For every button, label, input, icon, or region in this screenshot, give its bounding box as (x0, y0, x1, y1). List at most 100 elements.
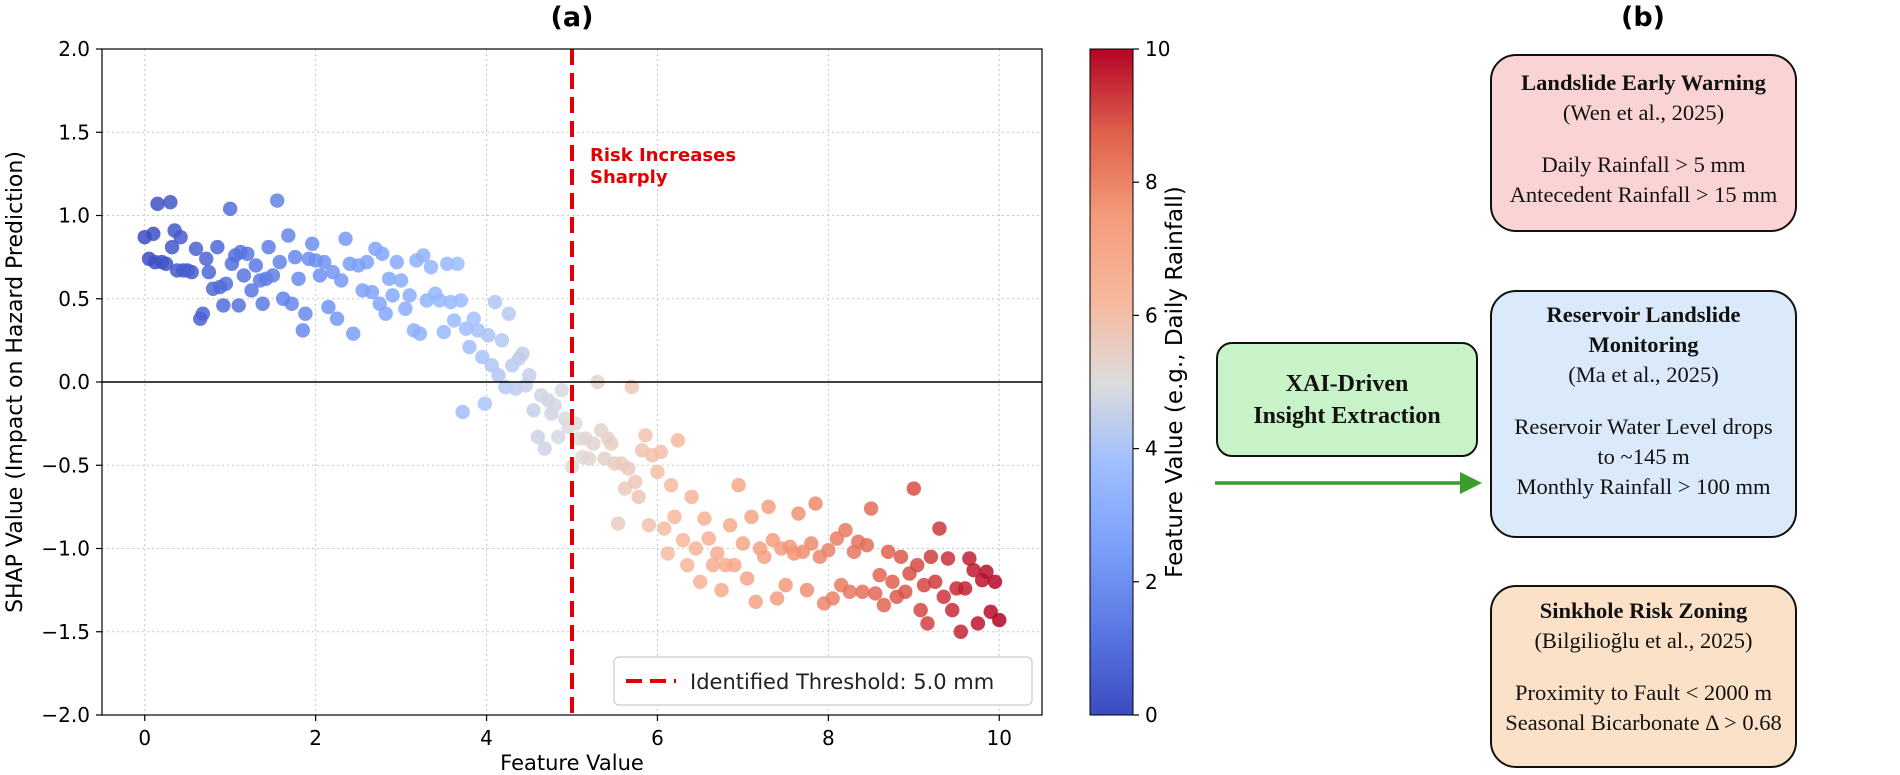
scatter-point (739, 571, 755, 586)
scatter-point (761, 499, 776, 515)
scatter-point (936, 589, 951, 604)
scatter-point (231, 298, 246, 313)
scatter-point (778, 577, 793, 593)
scatter-point (334, 273, 349, 288)
y-tick-label: 0.0 (58, 370, 90, 394)
scatter-point (216, 298, 231, 313)
scatter-point (945, 602, 960, 618)
scatter-point (412, 326, 428, 341)
scatter-point (432, 293, 447, 308)
y-tick-label: −0.5 (41, 453, 90, 477)
scatter-point (338, 231, 353, 247)
scatter-point (526, 403, 541, 418)
scatter-point (838, 522, 853, 538)
scatter-point (684, 489, 699, 505)
scatter-point (475, 349, 490, 365)
scatter-point (610, 516, 626, 531)
scatter-point (173, 229, 188, 245)
scatter-point (957, 581, 973, 596)
scatter-point (855, 584, 870, 599)
scatter-point (398, 301, 413, 316)
card-title: Reservoir Landslide (1546, 302, 1741, 327)
scatter-point (650, 464, 665, 480)
colorbar-tick-label: 0 (1145, 703, 1158, 727)
scatter-point (791, 506, 806, 521)
scatter-point (236, 268, 252, 283)
reservoir-landslide-monitoring-card: Reservoir Landslide Monitoring (Ma et al… (1490, 290, 1797, 538)
scatter-point (291, 271, 306, 286)
colorbar-label: Feature Value (e.g., Daily Rainfall) (1162, 186, 1188, 578)
scatter-point (735, 536, 751, 551)
scatter-point (346, 326, 361, 341)
colorbar-tick-label: 4 (1145, 437, 1158, 461)
scatter-point (269, 193, 285, 208)
scatter-point (697, 511, 712, 526)
scatter-point (378, 306, 393, 321)
scatter-point (932, 521, 947, 536)
landslide-early-warning-card: Landslide Early Warning (Wen et al., 202… (1490, 54, 1797, 232)
scatter-point (769, 591, 785, 606)
scatter-point (657, 521, 672, 536)
scatter-point (885, 574, 900, 589)
scatter-point (312, 268, 328, 283)
scatter-point (491, 368, 506, 383)
scatter-point (440, 256, 455, 271)
scatter-point (487, 294, 503, 310)
scatter-point (953, 624, 969, 639)
scatter-point (195, 306, 211, 321)
scatter-point (146, 226, 161, 242)
card-criterion: Reservoir Water Level drops (1514, 414, 1773, 439)
scatter-point (757, 549, 772, 565)
scatter-point (329, 311, 345, 326)
scatter-point (663, 478, 679, 493)
scatter-point (970, 616, 986, 631)
scatter-point (554, 383, 569, 398)
scatter-point (455, 404, 470, 420)
flow-arrow (1215, 472, 1482, 494)
scatter-point (164, 239, 180, 255)
scatter-point (284, 296, 299, 311)
scatter-point (872, 567, 887, 583)
scatter-point (261, 239, 276, 255)
scatter-point (675, 532, 691, 548)
scatter-point (966, 562, 981, 578)
y-tick-label: 1.5 (58, 120, 90, 144)
scatter-point (281, 228, 296, 243)
scatter-point (868, 586, 883, 601)
legend-label: Identified Threshold: 5.0 mm (690, 670, 994, 694)
scatter-point (402, 288, 417, 303)
scatter-point (617, 481, 633, 496)
scatter-point (916, 577, 932, 593)
scatter-point (381, 271, 397, 286)
y-tick-label: −1.5 (41, 620, 90, 644)
panel-a-title: (a) (551, 2, 594, 33)
scatter-point (962, 551, 977, 566)
scatter-point (748, 594, 763, 609)
y-axis-label: SHAP Value (Impact on Hazard Prediction) (3, 151, 28, 613)
scatter-point (265, 268, 281, 283)
scatter-point (150, 196, 165, 212)
card-criterion: Seasonal Bicarbonate Δ > 0.68 (1505, 710, 1782, 735)
scatter-point (628, 474, 643, 490)
xai-box-line-2: Insight Extraction (1253, 402, 1441, 429)
scatter-point (863, 501, 879, 516)
scatter-point (501, 306, 516, 321)
scatter-point (321, 299, 336, 315)
scatter-point (188, 241, 204, 256)
scatter-point (359, 254, 375, 270)
sinkhole-risk-zoning-card: Sinkhole Risk Zoning (Bilgilioğlu et al.… (1490, 585, 1797, 768)
scatter-point (255, 296, 270, 311)
scatter-point (714, 582, 729, 598)
scatter-point (316, 254, 332, 270)
scatter-point (910, 557, 925, 573)
scatter-point (416, 248, 431, 263)
x-tick-label: 2 (309, 726, 322, 750)
scatter-point (799, 582, 815, 598)
scatter-point (364, 284, 380, 300)
scatter-point (163, 194, 178, 210)
x-tick-label: 10 (987, 726, 1012, 750)
scatter-point (547, 398, 563, 413)
scatter-point (731, 478, 746, 493)
colorbar-tick-label: 8 (1145, 170, 1158, 194)
